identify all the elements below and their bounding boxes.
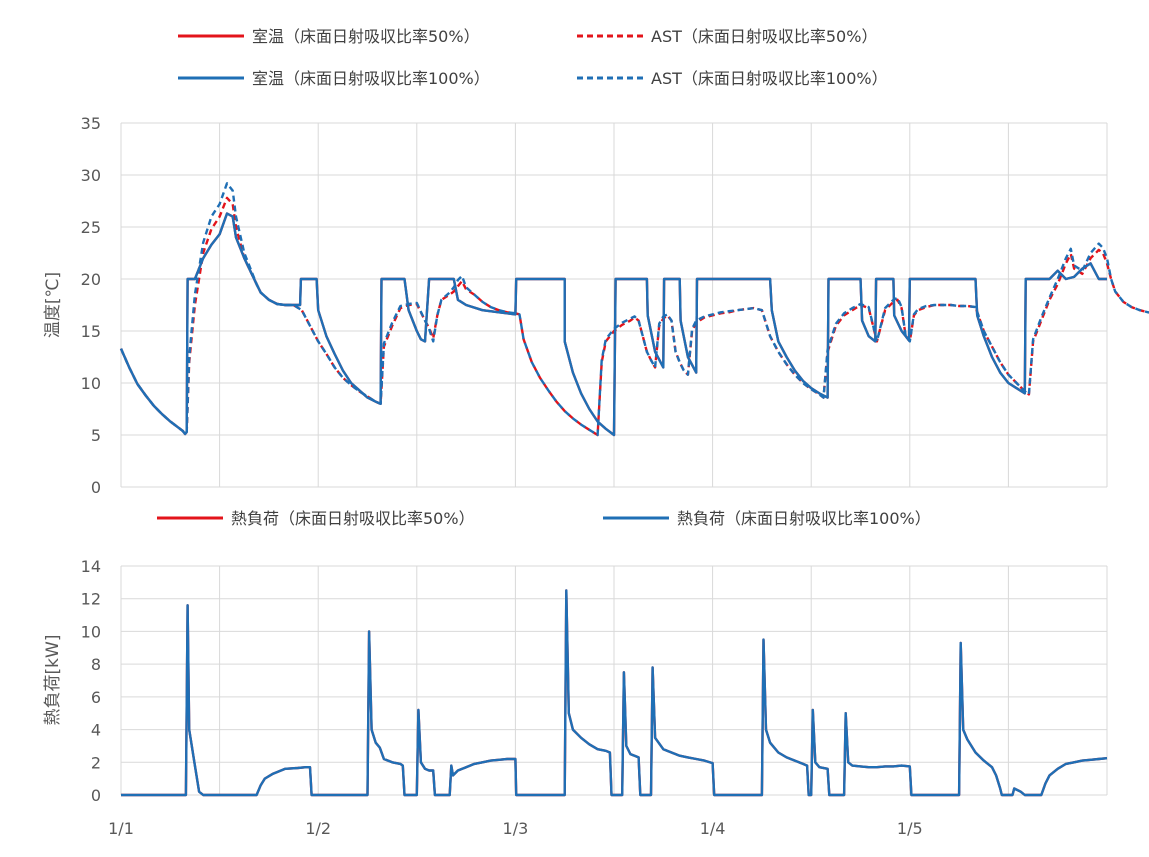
- y-tick-label: 15: [81, 322, 101, 341]
- y-tick-label: 30: [81, 166, 101, 185]
- load-series: [121, 589, 1108, 797]
- series-line-2: [121, 589, 1108, 797]
- legend-label: 熱負荷（床面日射吸収比率50%）: [231, 509, 475, 528]
- load-y-ticks: 0 2 4 6 8 10 12 14: [81, 557, 101, 805]
- y-tick-label: 8: [91, 655, 101, 674]
- temperature-series: [119, 182, 1149, 437]
- y-tick-label: 0: [91, 478, 101, 497]
- date-x-ticks: 1/1 1/2 1/3 1/4 1/5: [108, 819, 923, 838]
- x-tick-label: 1/2: [305, 819, 331, 838]
- load-axis-title: 熱負荷[kW]: [43, 635, 63, 726]
- y-tick-label: 25: [81, 218, 101, 237]
- y-tick-label: 5: [91, 426, 101, 445]
- legend-label: 熱負荷（床面日射吸収比率100%）: [677, 509, 931, 528]
- y-tick-label: 4: [91, 721, 101, 740]
- x-tick-label: 1/4: [700, 819, 726, 838]
- y-tick-label: 35: [81, 114, 101, 133]
- legend-label: AST（床面日射吸収比率50%）: [651, 27, 877, 46]
- y-tick-label: 20: [81, 270, 101, 289]
- y-tick-label: 6: [91, 688, 101, 707]
- x-tick-label: 1/5: [897, 819, 923, 838]
- temperature-y-ticks: 0 5 10 15 20 25 30 35: [81, 114, 101, 497]
- x-tick-label: 1/3: [503, 819, 529, 838]
- y-tick-label: 14: [81, 557, 101, 576]
- y-tick-label: 0: [91, 786, 101, 805]
- temperature-axis-title: 温度[℃]: [43, 272, 63, 338]
- legend-label: 室温（床面日射吸収比率100%）: [252, 69, 490, 88]
- y-tick-label: 10: [81, 622, 101, 641]
- y-tick-label: 10: [81, 374, 101, 393]
- legend-label: AST（床面日射吸収比率100%）: [651, 69, 888, 88]
- y-tick-label: 12: [81, 590, 101, 609]
- series-line-4: [119, 182, 1149, 437]
- load-gridlines: [120, 565, 1108, 796]
- series-line-3: [119, 212, 1107, 437]
- y-tick-label: 2: [91, 753, 101, 772]
- x-tick-label: 1/1: [108, 819, 134, 838]
- legends: 室温（床面日射吸収比率50%） AST（床面日射吸収比率50%） 室温（床面日射吸収…: [157, 27, 931, 528]
- legend-label: 室温（床面日射吸収比率50%）: [252, 27, 480, 46]
